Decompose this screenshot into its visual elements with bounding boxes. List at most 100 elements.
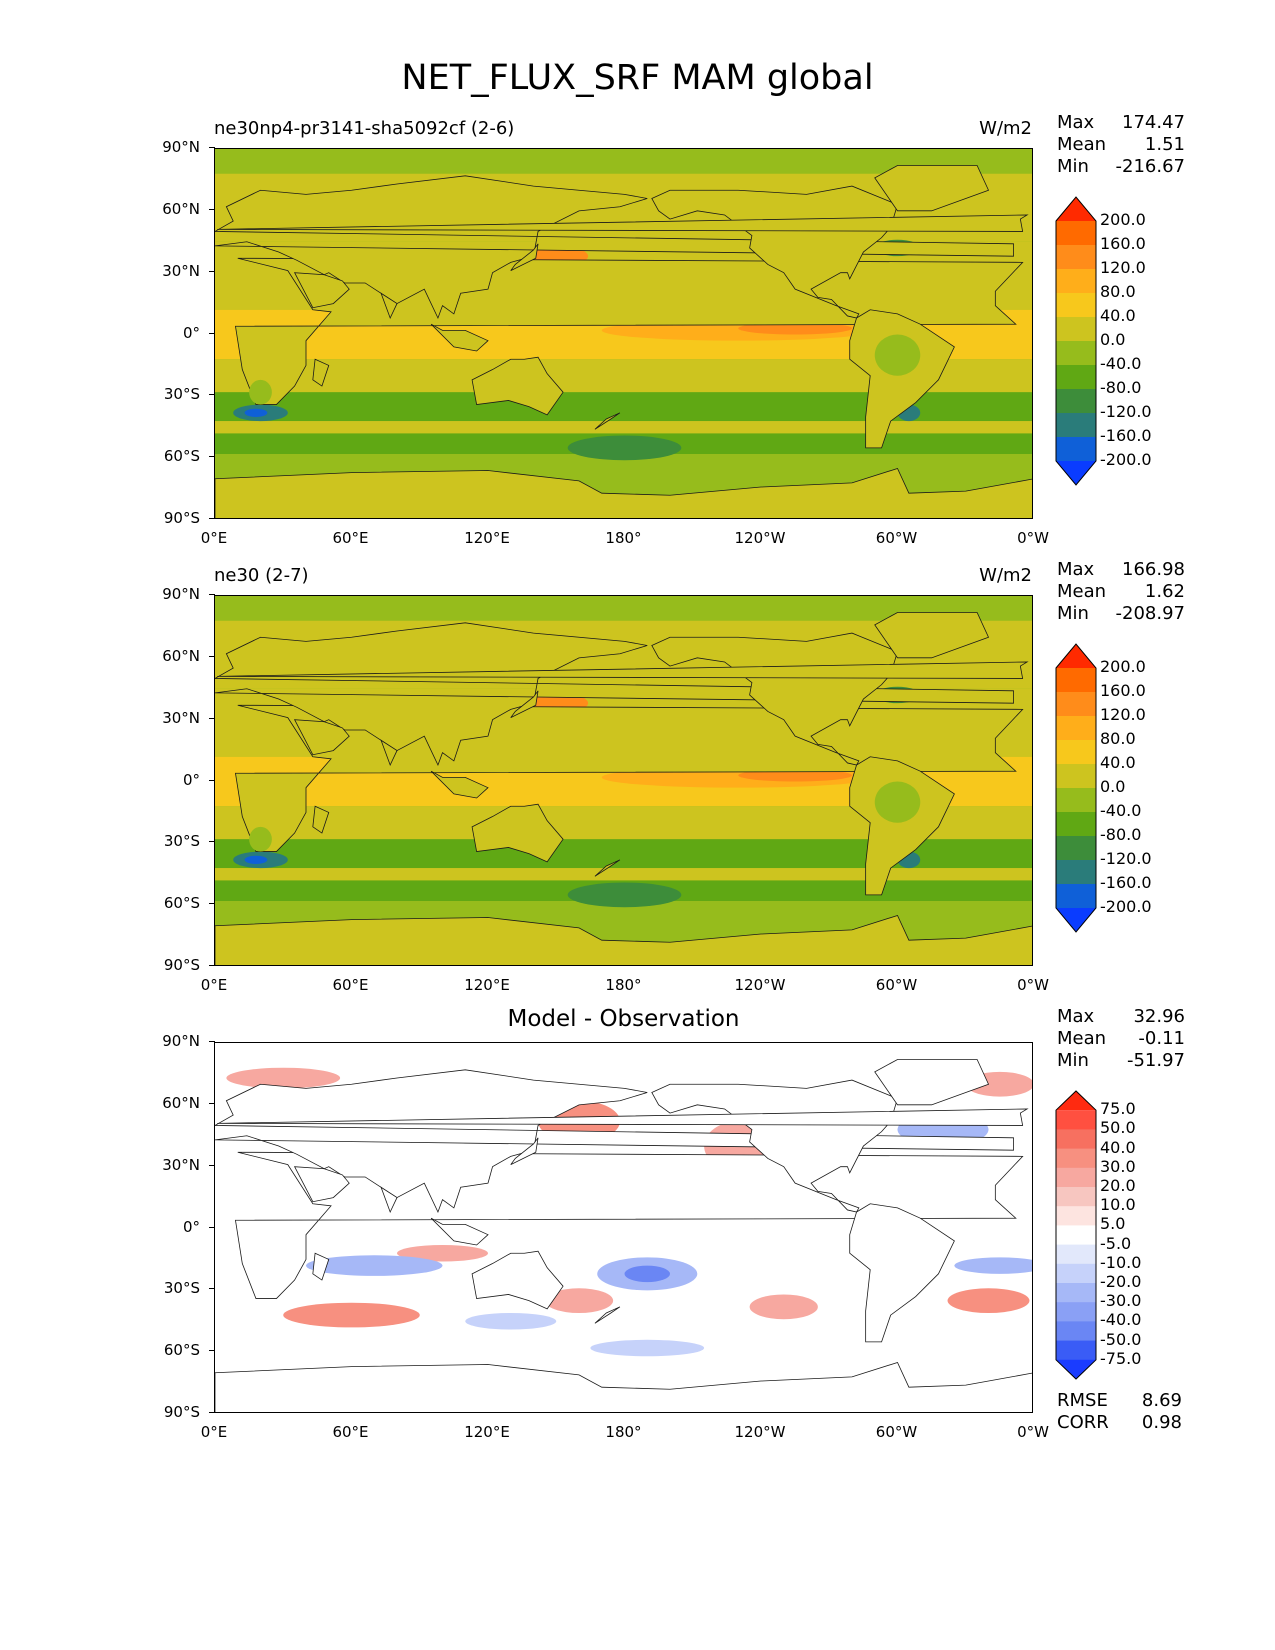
colorbar-segment (1056, 317, 1096, 342)
lon-tick-label: 180° (605, 976, 642, 994)
lat-tick-label: 90°N (140, 585, 215, 603)
field-band-southern (215, 868, 1032, 881)
colorbar-tick-label: 160.0 (1100, 681, 1146, 700)
land-samerica (849, 309, 955, 449)
land-australia (471, 803, 564, 863)
colorbar-segment (1056, 764, 1096, 789)
lat-tick-label: 30°S (140, 1279, 215, 1297)
colorbar (1055, 643, 1097, 937)
panel-3: Model - Observation 90°N 60°N 30°N 0° 30°S 60°… (0, 1006, 1275, 1482)
colorbar-tick-label: 40.0 (1100, 306, 1136, 325)
map-plot (214, 595, 1033, 966)
land-india_s (380, 292, 398, 320)
land-india_s (380, 1186, 398, 1214)
colorbar-tick-label: 40.0 (1100, 1137, 1136, 1157)
colorbar-segment (1056, 1187, 1096, 1207)
colorbar-tick-label: 5.0 (1100, 1214, 1126, 1234)
land-arabia (293, 719, 350, 756)
stat-label: Min (1057, 603, 1089, 624)
panel-title: Model - Observation (507, 1006, 740, 1032)
lon-tick-label: 0°E (200, 529, 228, 547)
lat-tick-label: 60°S (140, 1341, 215, 1359)
colorbar-segment (1056, 644, 1096, 668)
south-africa-land (249, 379, 272, 405)
lat-tick-label: 60°N (140, 647, 215, 665)
land-madagascar (312, 805, 330, 834)
stat-value: 166.98 (1122, 559, 1185, 580)
panel-2: ne30 (2-7) W/m2 90°N 60°N 30°N 0° 30°S 60°S 90°S… (0, 559, 1275, 1035)
lat-tick-label: 0° (140, 771, 215, 789)
colorbar-tick-label: -50.0 (1100, 1329, 1142, 1349)
southern-negative (465, 1313, 557, 1330)
arctic-positive (226, 1067, 341, 1089)
colorbar-tick-label: 160.0 (1100, 234, 1146, 253)
lon-tick-label: 180° (605, 1423, 642, 1441)
colorbar-segment (1056, 1148, 1096, 1169)
colorbar-segment (1056, 836, 1096, 861)
colorbar-segment (1056, 461, 1096, 485)
stat-label: Min (1057, 1050, 1089, 1071)
colorbar-segment (1056, 1263, 1096, 1284)
colorbar-segment (1056, 197, 1096, 221)
stat-row-mean: Mean -0.11 (1057, 1028, 1185, 1050)
colorbar-tick-label: -200.0 (1100, 450, 1152, 469)
colorbar-segment (1056, 1359, 1096, 1379)
colorbar-segment (1056, 365, 1096, 390)
amazon-land (874, 334, 921, 376)
tropical-atlantic-negative (954, 1257, 1032, 1274)
stat-row-min: Min -216.67 (1057, 156, 1185, 178)
south-atlantic-positive (947, 1288, 1030, 1314)
lon-tick-label: 0°W (1017, 529, 1049, 547)
land-madagascar (312, 1252, 330, 1281)
colorbar-outline (1055, 643, 1097, 933)
colorbar-segment (1056, 341, 1096, 366)
colorbar-segment (1056, 1244, 1096, 1265)
colorbar-tick-label: 50.0 (1100, 1118, 1136, 1138)
lat-tick-label: 30°N (140, 262, 215, 280)
lon-tick-label: 60°W (875, 976, 918, 994)
stat-value: 1.51 (1144, 134, 1185, 155)
colorbar-segment (1056, 740, 1096, 765)
lon-tick-label: 60°W (875, 1423, 918, 1441)
metric-value: 0.98 (1141, 1412, 1182, 1433)
agulhas-core (244, 855, 268, 864)
map-canvas (215, 149, 1032, 518)
land-indonesia (430, 770, 489, 799)
colorbar-tick-label: 0.0 (1100, 777, 1126, 796)
land-nz (594, 859, 621, 877)
map-canvas (215, 596, 1032, 965)
lat-tick-label: 60°N (140, 200, 215, 218)
land-uk (217, 214, 1029, 232)
land-australia (471, 356, 564, 416)
land-arabia (293, 1166, 350, 1203)
colorbar-segment (1056, 1283, 1096, 1303)
land-arabia (293, 272, 350, 309)
colorbar-segment (1056, 668, 1096, 693)
colorbar-segment (1056, 812, 1096, 837)
land-uk (217, 661, 1029, 679)
land-antarctica (215, 467, 1032, 518)
panel-1: ne30np4-pr3141-sha5092cf (2-6) W/m2 90°N 60… (0, 112, 1275, 588)
colorbar-tick-label: 75.0 (1100, 1099, 1136, 1119)
land-indonesia (430, 1217, 489, 1246)
colorbar-tick-label: 80.0 (1100, 729, 1136, 748)
colorbar-tick-label: 120.0 (1100, 705, 1146, 724)
southern-ocean-cool (567, 435, 682, 461)
stats-box: Max 32.96 Mean -0.11 Min -51.97 (1057, 1006, 1185, 1072)
colorbar-tick-label: -40.0 (1100, 1310, 1142, 1330)
lon-tick-label: 0°W (1017, 1423, 1049, 1441)
field-band-subpolar (215, 901, 1032, 914)
stats-box: Max 166.98 Mean 1.62 Min -208.97 (1057, 559, 1185, 625)
lat-tick-label: 60°S (140, 894, 215, 912)
lon-tick-label: 180° (605, 529, 642, 547)
stat-value: -0.11 (1138, 1028, 1185, 1049)
colorbar-segment (1056, 245, 1096, 270)
stat-value: 32.96 (1133, 1006, 1185, 1027)
land-madagascar (312, 358, 330, 387)
lat-tick-label: 90°S (140, 956, 215, 974)
land-japan (510, 1137, 539, 1165)
panel-title: ne30np4-pr3141-sha5092cf (2-6) (214, 118, 515, 139)
stat-value: -51.97 (1126, 1050, 1185, 1071)
colorbar-tick-label: -5.0 (1100, 1233, 1132, 1253)
stat-row-max: Max 32.96 (1057, 1006, 1185, 1028)
